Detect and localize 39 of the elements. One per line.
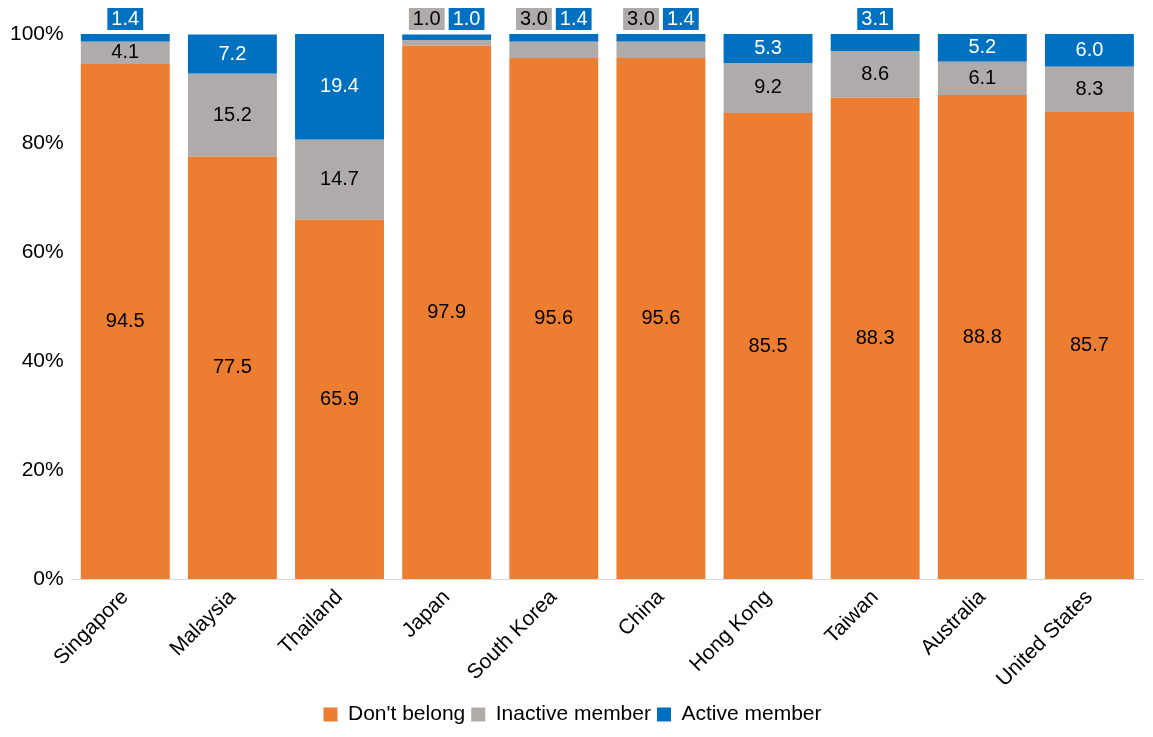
y-tick-label: 20% <box>21 456 64 480</box>
y-tick-label: 80% <box>21 129 64 153</box>
legend-label: Don't belong <box>347 701 466 725</box>
data-label: 8.6 <box>861 61 890 84</box>
data-label: 3.0 <box>627 6 655 29</box>
y-tick-label: 100% <box>9 20 64 44</box>
data-label: 65.9 <box>320 386 359 409</box>
data-label: 4.1 <box>111 40 140 63</box>
data-label: 3.0 <box>519 6 548 29</box>
data-label: 15.2 <box>212 102 252 125</box>
data-label: 9.2 <box>754 75 782 98</box>
data-label: 85.5 <box>748 333 788 356</box>
data-label: 95.6 <box>641 306 681 329</box>
y-tick-label: 0% <box>33 565 64 589</box>
y-tick-label: 60% <box>21 238 64 262</box>
data-label: 88.3 <box>855 325 895 348</box>
data-label: 77.5 <box>212 355 252 378</box>
data-label: 1.0 <box>452 6 481 29</box>
data-label: 85.7 <box>1069 333 1109 355</box>
data-label: 5.3 <box>754 35 782 58</box>
data-label: 8.3 <box>1075 76 1104 99</box>
data-label: 1.0 <box>412 6 441 29</box>
data-label: 95.6 <box>534 306 574 329</box>
legend-label: Active member <box>681 701 822 725</box>
data-label: 6.1 <box>968 65 997 88</box>
y-tick-label: 40% <box>21 347 64 371</box>
data-label: 5.2 <box>968 35 997 58</box>
data-label: 14.7 <box>320 167 359 190</box>
data-label: 94.5 <box>105 309 145 332</box>
data-label: 19.4 <box>320 74 359 97</box>
data-label: 3.1 <box>861 6 890 29</box>
data-label: 1.4 <box>666 6 695 29</box>
data-label: 1.4 <box>559 6 588 29</box>
data-label: 7.2 <box>218 41 247 64</box>
legend-label: Inactive member <box>495 701 651 725</box>
data-label: 88.8 <box>962 324 1002 347</box>
data-label: 97.9 <box>427 299 467 322</box>
data-label: 1.4 <box>111 6 140 29</box>
data-label: 6.0 <box>1075 37 1104 60</box>
